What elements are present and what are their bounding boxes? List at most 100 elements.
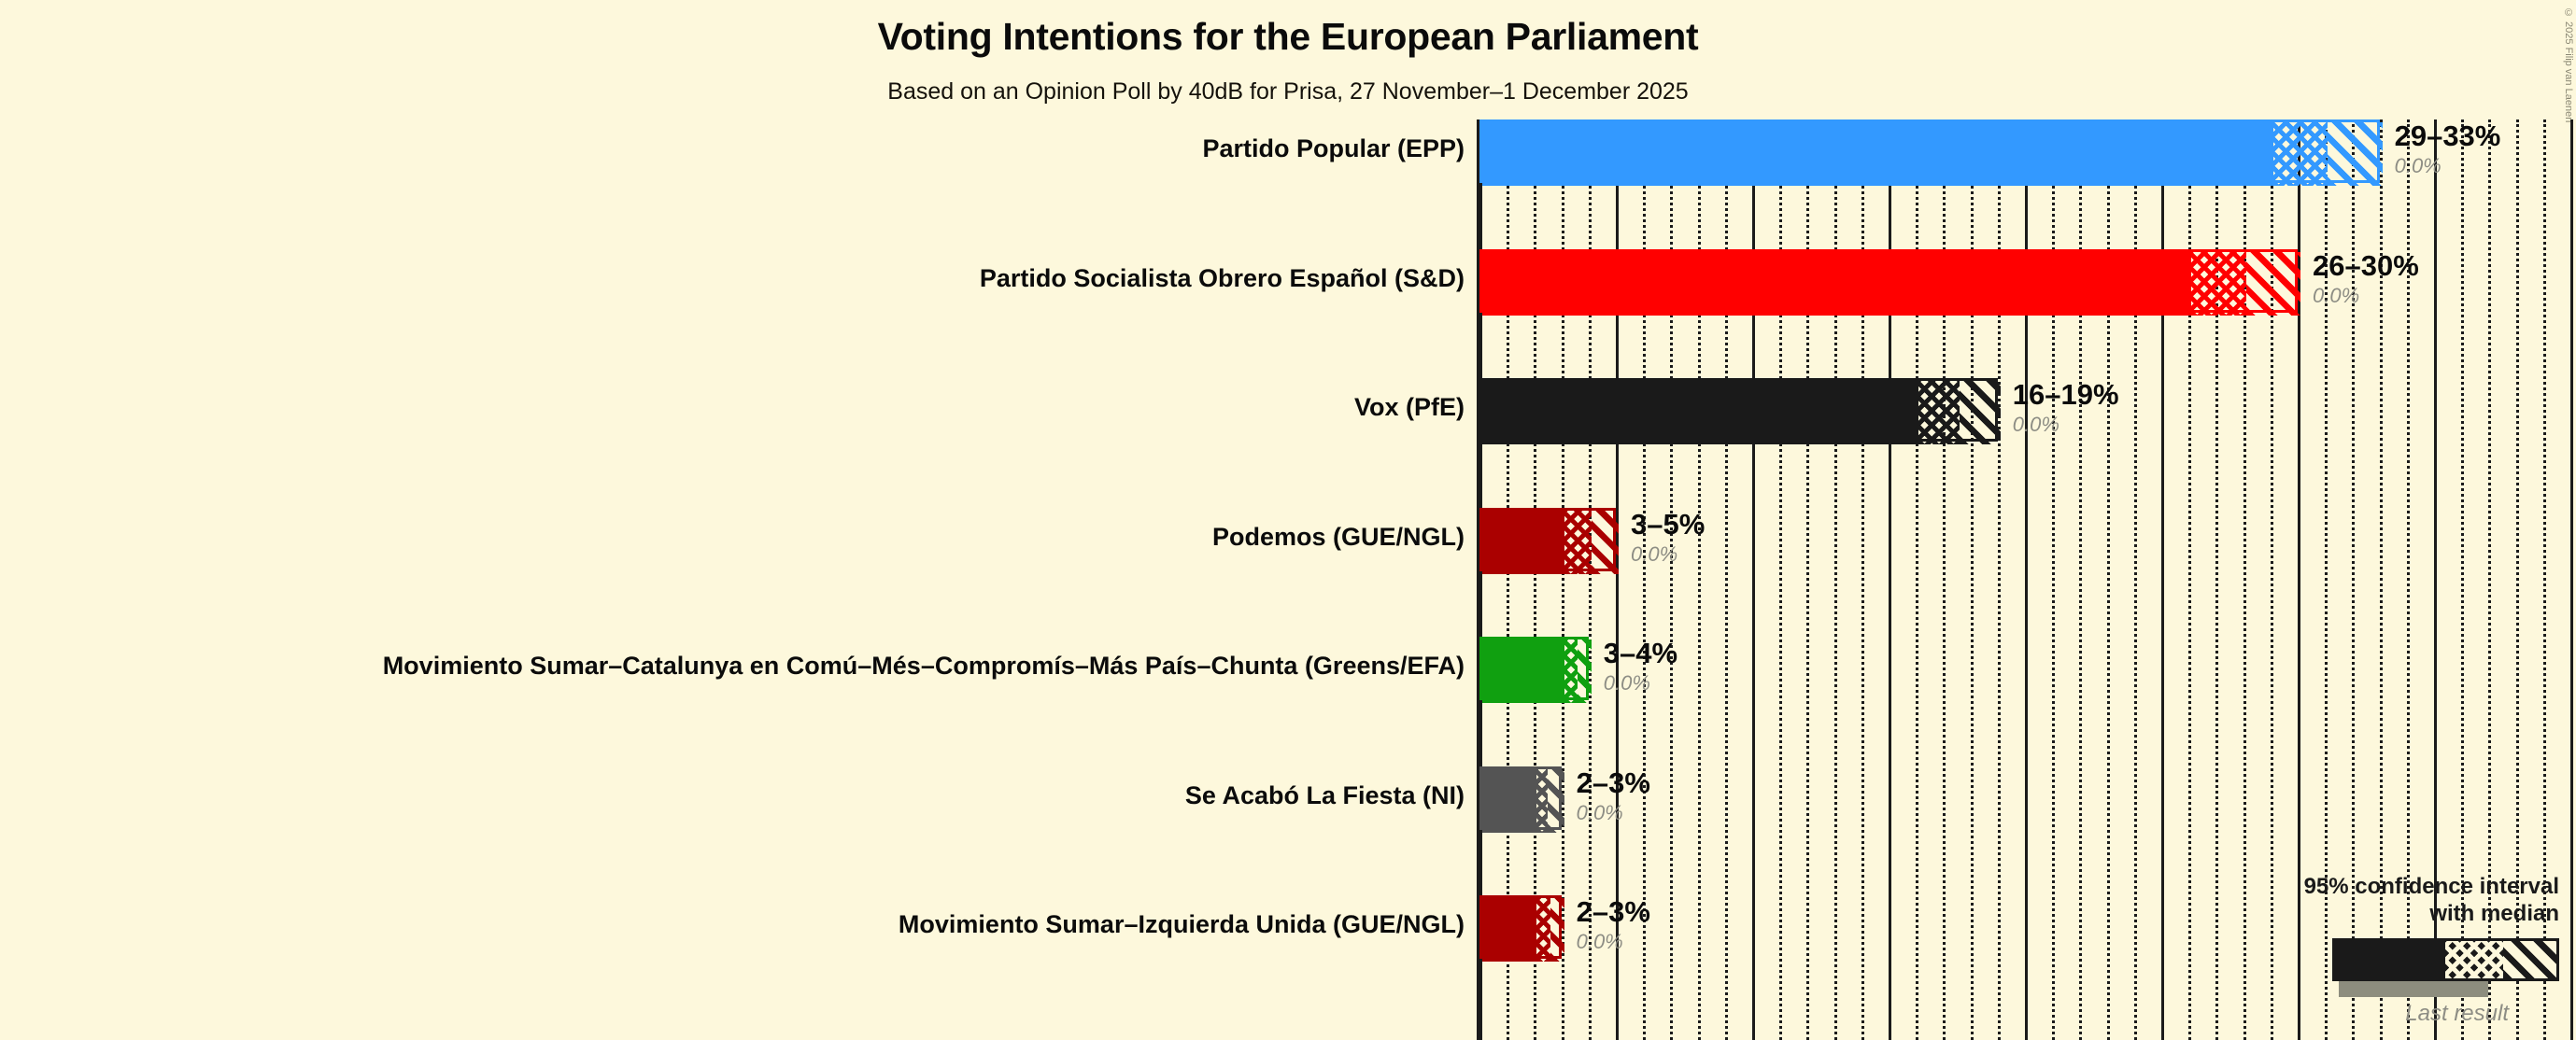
bar-crosshatch-segment (1564, 639, 1578, 703)
bar-diagonal-segment (2245, 251, 2300, 316)
bar-solid-segment (1482, 381, 1919, 444)
party-bar[interactable] (1479, 507, 1619, 574)
gridline-minor (2270, 119, 2273, 1040)
bar-diagonal-segment (1578, 639, 1592, 703)
page-title: Voting Intentions for the European Parli… (877, 15, 1699, 58)
gridline-minor (1806, 119, 1810, 1040)
legend-last-result-bar (2339, 981, 2488, 997)
last-result-value: 0.0% (2313, 283, 2360, 307)
gridline-minor (2488, 119, 2492, 1040)
bar-crosshatch-segment (2191, 251, 2246, 316)
gridline-major (2570, 119, 2573, 1040)
party-bar[interactable] (1479, 637, 1592, 703)
last-result-value: 0.0% (1631, 541, 1678, 566)
confidence-interval-label: 29–33% (2394, 119, 2501, 152)
party-label: Partido Socialista Obrero Español (S&D) (979, 263, 1465, 292)
gridline-minor (1561, 119, 1564, 1040)
value-axis (1477, 119, 1479, 1040)
party-label: Movimiento Sumar–Catalunya en Comú–Més–C… (382, 652, 1465, 680)
bar-value-labels: 26–30% 0.0% (2313, 247, 2419, 306)
bar-diagonal-segment (1550, 898, 1564, 962)
bar-solid-segment (1482, 898, 1537, 962)
bar-diagonal-segment (1960, 381, 2001, 444)
legend-title-line1: 95% confidence interval (2303, 874, 2559, 900)
gridline-minor (1997, 119, 2001, 1040)
gridline-major (2025, 119, 2028, 1040)
gridline-minor (1507, 119, 1510, 1040)
last-result-value: 0.0% (2394, 154, 2442, 177)
bar-solid-segment (1482, 251, 2192, 316)
party-label: Podemos (GUE/NGL) (1211, 522, 1465, 551)
bar-diagonal-segment (1591, 510, 1619, 574)
confidence-interval-label: 2–3% (1576, 766, 1650, 799)
legend-diagonal-segment (2503, 941, 2556, 978)
bar-diagonal-segment (1548, 768, 1564, 833)
gridline-major (1616, 119, 1619, 1040)
party-bar[interactable] (1479, 378, 2001, 444)
gridline-minor (1861, 119, 1864, 1040)
gridline-minor (1833, 119, 1837, 1040)
bar-solid-segment (1482, 768, 1537, 833)
last-result-value: 0.0% (1576, 800, 1623, 824)
confidence-interval-label: 3–4% (1603, 637, 1678, 669)
bar-value-labels: 29–33% 0.0% (2395, 118, 2501, 176)
gridline-minor (2243, 119, 2246, 1040)
bar-crosshatch-segment (1536, 768, 1549, 833)
bar-value-labels: 3–5% 0.0% (1631, 506, 1705, 565)
gridline-major (1479, 119, 1482, 1040)
party-bar[interactable] (1479, 895, 1564, 962)
bar-solid-segment (1482, 639, 1564, 703)
gridline-minor (2079, 119, 2083, 1040)
bar-value-labels: 3–4% 0.0% (1604, 635, 1677, 694)
bar-value-labels: 2–3% 0.0% (1577, 765, 1650, 823)
gridline-minor (2052, 119, 2056, 1040)
gridline-minor (1724, 119, 1728, 1040)
legend-last-result-label: Last result (2405, 1001, 2509, 1026)
gridline-minor (2406, 119, 2410, 1040)
gridline-minor (1970, 119, 1974, 1040)
gridline-major (2434, 119, 2437, 1040)
gridline-minor (1943, 119, 1946, 1040)
gridline-minor (2461, 119, 2465, 1040)
gridline-minor (1916, 119, 1919, 1040)
chart-legend: 95% confidence interval with median Last… (2236, 874, 2559, 1027)
gridline-minor (1670, 119, 1674, 1040)
copyright-notice: © 2025 Filip van Laenen (2563, 7, 2574, 123)
last-result-value: 0.0% (1576, 930, 1623, 953)
gridline-minor (1534, 119, 1537, 1040)
gridline-minor (2188, 119, 2192, 1040)
gridline-minor (2379, 119, 2383, 1040)
gridline-minor (1643, 119, 1647, 1040)
gridline-minor (1697, 119, 1701, 1040)
gridline-minor (2352, 119, 2356, 1040)
gridline-minor (2215, 119, 2219, 1040)
gridline-major (1889, 119, 1891, 1040)
bar-value-labels: 16–19% 0.0% (2013, 376, 2119, 435)
party-bar[interactable] (1479, 119, 2383, 186)
confidence-interval-label: 2–3% (1576, 895, 1650, 928)
bar-value-labels: 2–3% 0.0% (1577, 893, 1650, 952)
bar-solid-segment (1482, 122, 2273, 186)
gridline-minor (2106, 119, 2110, 1040)
last-result-value: 0.0% (2012, 413, 2059, 436)
party-bar[interactable] (1479, 766, 1564, 833)
plot-area: 29–33% 0.0% 26–30% 0.0% 16–19% 0.0% 3–5% 0.0% 3–… (1477, 119, 2576, 1040)
confidence-interval-label: 16–19% (2012, 378, 2119, 411)
gridline-major (2298, 119, 2300, 1040)
gridline-minor (1588, 119, 1592, 1040)
legend-sample-bar (2332, 938, 2559, 981)
bar-crosshatch-segment (2272, 122, 2328, 186)
bar-crosshatch-segment (1918, 381, 1960, 444)
confidence-interval-label: 26–30% (2313, 248, 2419, 282)
bar-diagonal-segment (2328, 122, 2383, 186)
gridline-minor (2515, 119, 2519, 1040)
party-bar[interactable] (1479, 248, 2300, 316)
gridline-minor (2133, 119, 2137, 1040)
party-label: Partido Popular (EPP) (1202, 134, 1465, 162)
bar-rows: 29–33% 0.0% 26–30% 0.0% 16–19% 0.0% 3–5% 0.0% 3–… (1479, 119, 2576, 1040)
confidence-interval-label: 3–5% (1631, 507, 1706, 541)
gridline-minor (2325, 119, 2328, 1040)
gridline-major (2161, 119, 2164, 1040)
bar-crosshatch-segment (1536, 898, 1550, 962)
